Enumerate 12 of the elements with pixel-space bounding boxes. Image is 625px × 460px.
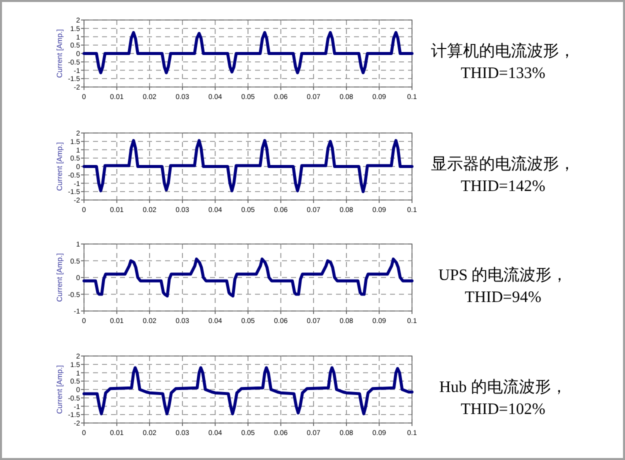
text: 显示器的电流波形， bbox=[431, 155, 575, 173]
line-series bbox=[82, 366, 414, 416]
line-series bbox=[82, 139, 414, 194]
text: THID=142% bbox=[460, 178, 546, 195]
text: Hub 的电流波形， bbox=[439, 378, 567, 396]
text: THID=102% bbox=[460, 401, 546, 418]
text: THID=94% bbox=[464, 289, 542, 306]
line-series bbox=[82, 31, 414, 74]
text: THID=133% bbox=[460, 65, 546, 82]
text: UPS 的电流波形， bbox=[438, 266, 568, 284]
line-series bbox=[82, 258, 414, 298]
text: 计算机的电流波形， bbox=[431, 42, 575, 60]
